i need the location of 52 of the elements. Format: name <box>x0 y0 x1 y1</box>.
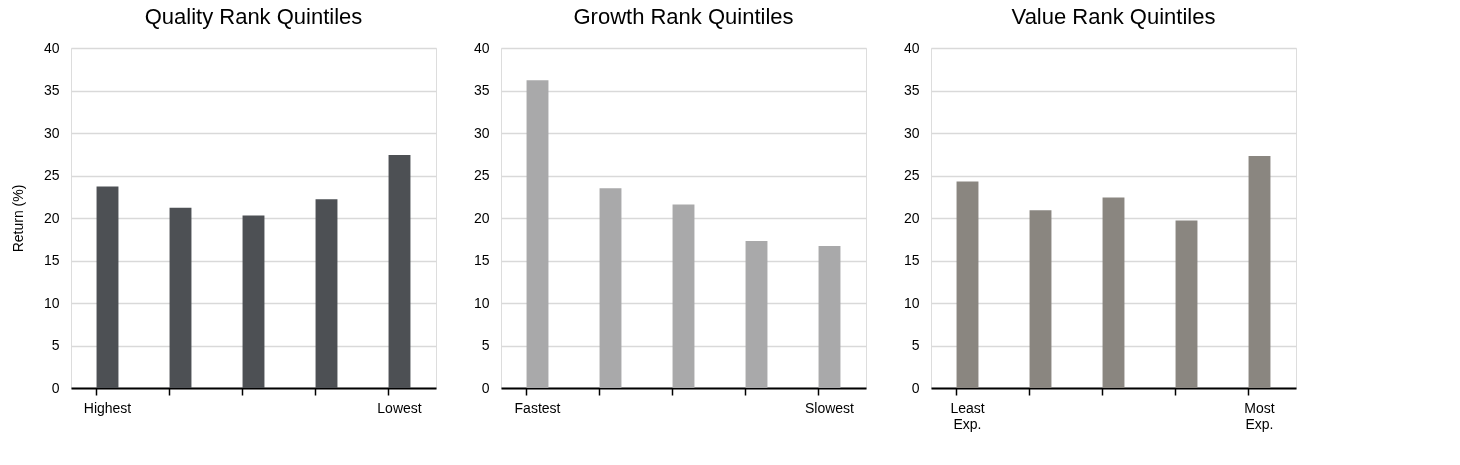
y-tick-label: 10 <box>903 294 920 311</box>
y-tick-label: 10 <box>43 294 60 311</box>
y-tick-label: 15 <box>473 252 490 268</box>
bar <box>315 199 338 388</box>
x-tick-label: Lowest <box>377 399 422 416</box>
y-tick-label: 10 <box>473 294 490 311</box>
bar <box>388 155 411 388</box>
y-tick-label: 30 <box>903 124 920 141</box>
y-tick-label: 40 <box>473 39 490 56</box>
y-tick-label: 40 <box>903 39 920 56</box>
y-tick-label: 5 <box>51 337 60 353</box>
chart-title: Value Rank Quintiles <box>1011 4 1216 29</box>
x-tick-label: Highest <box>83 399 132 416</box>
bar <box>1029 210 1052 388</box>
bar <box>599 188 622 388</box>
y-tick-label: 20 <box>473 209 490 226</box>
y-tick-label: 0 <box>911 379 920 396</box>
x-tick-label: Fastest <box>514 399 561 416</box>
y-tick-label: 15 <box>903 252 920 268</box>
x-tick-label: Most Exp. <box>1244 399 1275 432</box>
y-tick-label: 15 <box>43 252 60 268</box>
bar <box>1175 220 1198 388</box>
y-tick-label: 40 <box>43 39 60 56</box>
y-tick-label: 30 <box>43 124 60 141</box>
y-tick-label: 25 <box>903 167 920 183</box>
y-tick-label: 20 <box>43 209 60 226</box>
y-tick-label: 5 <box>481 337 490 353</box>
y-tick-label: 35 <box>903 82 920 98</box>
y-tick-label: 30 <box>473 124 490 141</box>
y-tick-label: 35 <box>473 82 490 98</box>
bar <box>672 204 695 388</box>
y-tick-label: 0 <box>481 379 490 396</box>
chart-title: Quality Rank Quintiles <box>144 4 363 29</box>
bar <box>818 246 841 388</box>
y-tick-label: 25 <box>473 167 490 183</box>
bar <box>1102 197 1125 388</box>
bar <box>96 186 119 388</box>
bar <box>169 207 192 388</box>
x-tick-label: Least Exp. <box>950 399 985 432</box>
bar <box>745 240 768 388</box>
y-tick-label: 20 <box>903 209 920 226</box>
x-tick-label: Slowest <box>804 399 855 416</box>
bar <box>1248 155 1271 388</box>
bar <box>242 215 265 388</box>
bar <box>526 80 549 388</box>
y-tick-label: 0 <box>51 379 60 396</box>
y-tick-label: 25 <box>43 167 60 183</box>
y-tick-label: 5 <box>911 337 920 353</box>
y-axis-title: Return (%) <box>9 184 26 253</box>
chart-title: Growth Rank Quintiles <box>573 4 794 29</box>
bar <box>956 181 979 388</box>
y-tick-label: 35 <box>43 82 60 98</box>
